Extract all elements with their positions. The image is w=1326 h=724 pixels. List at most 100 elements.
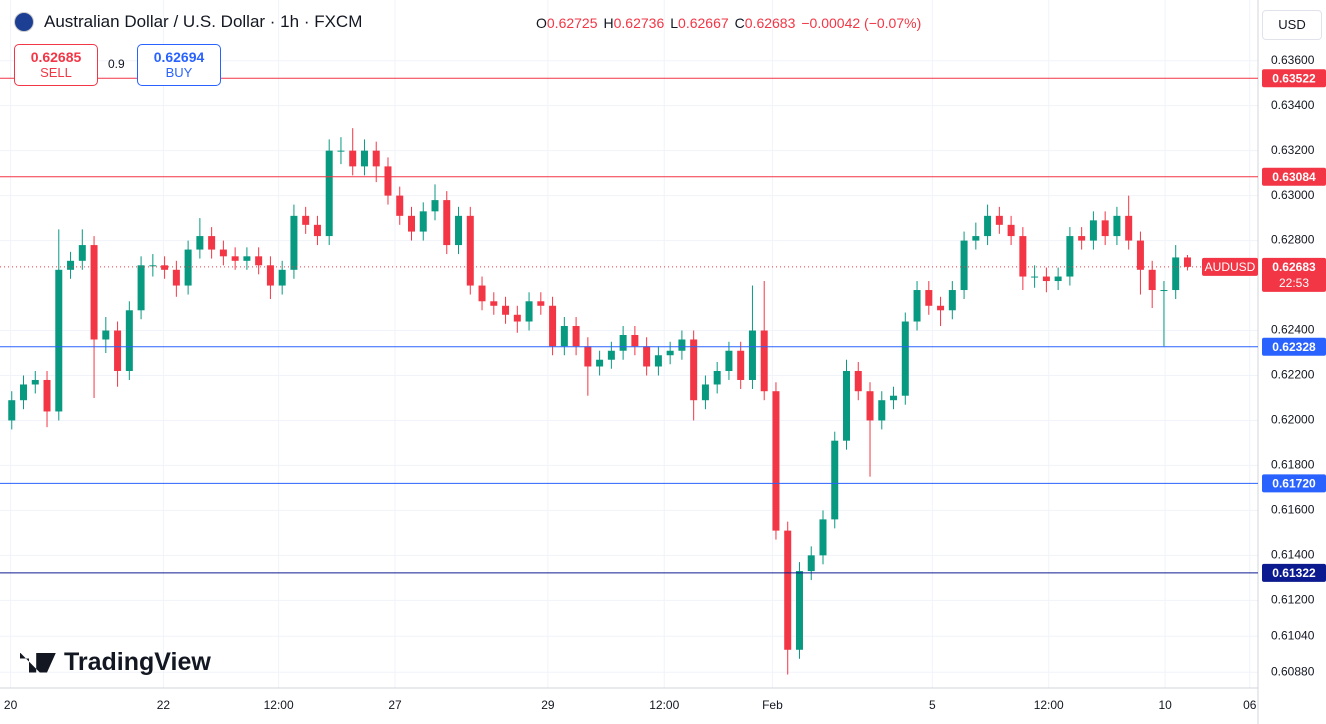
level-label: 0.61322 bbox=[1272, 566, 1316, 580]
flag-icon bbox=[14, 12, 34, 32]
candle-body bbox=[219, 249, 227, 257]
candle-body bbox=[1054, 276, 1062, 282]
candle-body bbox=[831, 440, 839, 520]
candle-body bbox=[901, 321, 909, 396]
symbol-label: AUDUSD bbox=[1205, 260, 1256, 274]
candle-body bbox=[172, 269, 180, 286]
candle-body bbox=[513, 314, 521, 322]
y-tick-label: 0.63200 bbox=[1271, 143, 1315, 157]
candle-body bbox=[1172, 257, 1180, 291]
y-tick-label: 0.62000 bbox=[1271, 413, 1315, 427]
candle-body bbox=[443, 200, 451, 246]
candle-body bbox=[255, 256, 263, 266]
last-price-label: 0.62683 bbox=[1272, 260, 1316, 274]
candle-body bbox=[807, 555, 815, 572]
candle-body bbox=[396, 195, 404, 216]
level-tag bbox=[1262, 167, 1326, 186]
candle-body bbox=[1078, 236, 1086, 241]
level-label: 0.63522 bbox=[1272, 71, 1316, 85]
buy-button[interactable]: 0.62694 BUY bbox=[137, 44, 221, 86]
currency-button[interactable]: USD bbox=[1262, 10, 1322, 40]
candle-body bbox=[1125, 215, 1133, 241]
brand-logo bbox=[20, 652, 56, 673]
candle-body bbox=[290, 215, 298, 270]
candle-body bbox=[866, 391, 874, 421]
candle-body bbox=[913, 290, 921, 322]
candle-body bbox=[760, 330, 768, 392]
candle-body bbox=[937, 305, 945, 311]
candle-body bbox=[490, 301, 498, 306]
candle-body bbox=[184, 249, 192, 286]
x-tick-label: 27 bbox=[388, 698, 402, 712]
candle-body bbox=[1101, 220, 1109, 237]
level-label: 0.62328 bbox=[1272, 340, 1316, 354]
candle-body bbox=[1148, 269, 1156, 291]
level-label: 0.61720 bbox=[1272, 477, 1316, 491]
brand: TradingView bbox=[20, 648, 211, 677]
candle-body bbox=[666, 350, 674, 356]
candle-body bbox=[407, 215, 415, 232]
candle-body bbox=[701, 384, 709, 401]
candle-body bbox=[960, 240, 968, 291]
candle-body bbox=[372, 150, 380, 167]
candle-body bbox=[878, 400, 886, 421]
ohlc-item: H0.62736 bbox=[604, 15, 665, 31]
sell-label: SELL bbox=[40, 65, 72, 80]
candle-body bbox=[149, 265, 157, 267]
candle-body bbox=[1183, 257, 1191, 267]
level-tag bbox=[1262, 337, 1326, 356]
candle-body bbox=[231, 256, 239, 261]
candle-body bbox=[678, 339, 686, 351]
ohlc: O0.62725 H0.62736 L0.62667 C0.62683 −0.00042… bbox=[536, 15, 921, 31]
x-tick-label: 10 bbox=[1158, 698, 1172, 712]
plot-background bbox=[0, 0, 1258, 688]
candle-body bbox=[560, 326, 568, 347]
y-tick-label: 0.61600 bbox=[1271, 503, 1315, 517]
candle-body bbox=[584, 346, 592, 367]
candle-body bbox=[102, 330, 110, 340]
candle-body bbox=[1031, 276, 1039, 278]
candle-body bbox=[78, 245, 86, 261]
ohlc-value: 0.62725 bbox=[546, 15, 598, 31]
x-tick-label: 5 bbox=[929, 698, 936, 712]
sell-button[interactable]: 0.62685 SELL bbox=[14, 44, 98, 86]
ohlc-item: O0.62725 bbox=[536, 15, 598, 31]
candle-body bbox=[431, 200, 439, 212]
level-label: 0.63084 bbox=[1272, 170, 1316, 184]
candle-body bbox=[572, 326, 580, 347]
y-tick-label: 0.61800 bbox=[1271, 458, 1315, 472]
x-tick-label: 29 bbox=[541, 698, 555, 712]
x-tick-label: 20 bbox=[4, 698, 18, 712]
x-tick-label: 06 bbox=[1243, 698, 1257, 712]
candle-body bbox=[20, 384, 28, 401]
y-tick-label: 0.62200 bbox=[1271, 368, 1315, 382]
spread: 0.9 bbox=[108, 57, 125, 71]
ohlc-value: 0.62667 bbox=[678, 15, 729, 31]
candle-body bbox=[161, 265, 169, 270]
last-price-tag bbox=[1262, 257, 1326, 292]
ohlc-key: C bbox=[734, 15, 745, 31]
candle-body bbox=[243, 256, 251, 261]
ohlc-key: H bbox=[603, 15, 614, 31]
candle-body bbox=[725, 350, 733, 371]
candle-body bbox=[784, 530, 792, 650]
candle-body bbox=[337, 150, 345, 152]
candle-body bbox=[384, 166, 392, 196]
candle-body bbox=[114, 330, 122, 371]
candle-body bbox=[1007, 224, 1015, 237]
candle-body bbox=[948, 290, 956, 311]
ohlc-key: O bbox=[536, 15, 547, 31]
candle-body bbox=[972, 236, 980, 241]
candle-body bbox=[67, 260, 75, 270]
candle-body bbox=[313, 224, 321, 237]
ohlc-value: 0.62683 bbox=[744, 15, 796, 31]
candle-body bbox=[466, 215, 474, 286]
candle-body bbox=[1089, 220, 1097, 241]
header: Australian Dollar / U.S. Dollar · 1h · F… bbox=[14, 12, 362, 32]
ohlc-item: L0.62667 bbox=[670, 15, 728, 31]
candle-body bbox=[137, 265, 145, 311]
y-tick-label: 0.61400 bbox=[1271, 548, 1315, 562]
level-tag bbox=[1262, 563, 1326, 582]
candle-body bbox=[619, 335, 627, 351]
